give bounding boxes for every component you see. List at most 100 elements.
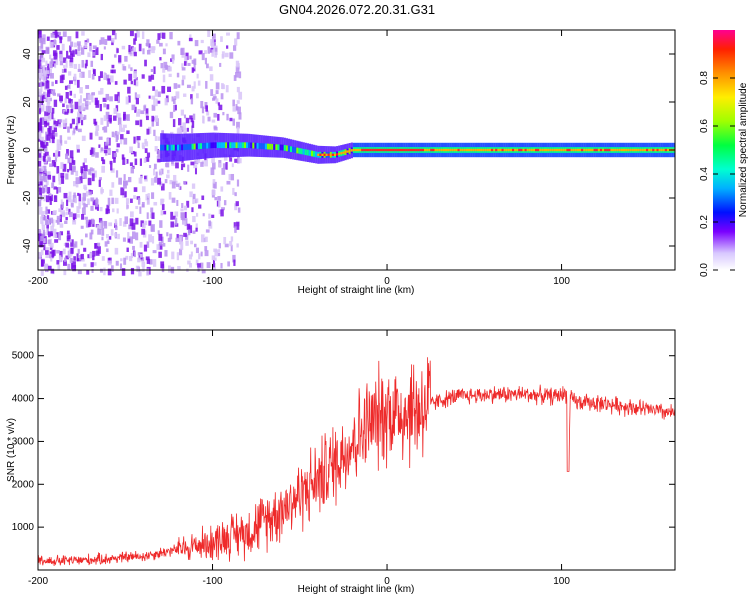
spectrogram-cell — [39, 118, 43, 126]
spectrogram-cell — [45, 253, 50, 259]
spectrogram-cell — [153, 163, 157, 170]
spectrogram-cell — [51, 219, 55, 227]
spectrogram-cell — [204, 236, 208, 243]
spectrogram-cell — [175, 183, 180, 187]
spectrogram-cell — [42, 104, 45, 110]
spectrogram-cell — [202, 143, 205, 149]
spectrogram-cell — [137, 142, 140, 149]
spectrogram-cell — [128, 64, 131, 69]
spectrogram-cell — [41, 118, 44, 125]
spectrogram-cell — [47, 97, 51, 105]
spectrogram-cell — [214, 47, 218, 56]
spectrogram-cell — [55, 120, 58, 127]
spectrogram-cell — [388, 148, 391, 152]
spectrogram-cell — [181, 63, 184, 68]
spectrogram-cell — [191, 86, 195, 92]
spectrogram-cell — [183, 144, 186, 151]
spectrogram-cell — [290, 146, 293, 153]
spectrogram-cell — [185, 240, 189, 246]
spectrogram-cell — [196, 93, 199, 99]
spectrogram-cell — [195, 223, 198, 230]
spectrogram-cell — [72, 217, 76, 222]
spectrogram-cell — [58, 180, 62, 185]
spectrogram-cell — [285, 145, 289, 152]
spectrogram-cell — [151, 95, 156, 100]
spectrogram-cell — [63, 65, 66, 69]
spectrogram-cell — [171, 162, 175, 167]
spectrogram-cell — [99, 206, 103, 212]
spectrogram-cell — [234, 192, 237, 197]
spectrogram-cell — [294, 147, 297, 153]
spectrogram-cell — [194, 40, 199, 47]
spectrogram-cell — [549, 148, 552, 152]
spectrogram-cell — [41, 69, 46, 75]
spectrogram-cell — [56, 144, 60, 152]
spectrogram-cell — [298, 148, 301, 154]
spectrogram-cell — [369, 148, 372, 152]
spectrogram-cell — [102, 97, 107, 102]
spectrogram-cell — [48, 193, 52, 201]
spectrogram-cell — [111, 182, 115, 188]
spectrogram-cell — [55, 32, 60, 37]
spectrogram-cell — [130, 167, 134, 174]
spectrogram-cell — [47, 215, 50, 220]
spectrogram-cell — [236, 222, 240, 230]
spectrogram-cell — [55, 80, 58, 84]
spectrogram-cell — [417, 148, 420, 152]
spectrogram-cell — [198, 204, 202, 209]
spectrogram-cell — [115, 170, 119, 178]
spectrogram-cell — [83, 203, 86, 209]
spectrogram-cell — [76, 149, 80, 153]
y-tick-label: 0 — [22, 147, 33, 153]
spectrogram-cell — [78, 105, 82, 112]
spectrogram-cell — [631, 148, 634, 152]
spectrogram-cell — [55, 150, 58, 155]
spectrogram-cell — [84, 100, 89, 107]
spectrogram-cell — [192, 67, 196, 72]
spectrogram-cell — [296, 147, 299, 154]
spectrogram-cell — [191, 125, 194, 134]
spectrogram-cell — [61, 201, 64, 209]
y-tick-label: 2000 — [12, 479, 35, 490]
spectrogram-cell — [235, 66, 240, 74]
spectrogram-cell — [62, 248, 66, 255]
spectrogram-cell — [394, 148, 397, 152]
spectrogram-cell — [167, 86, 172, 93]
spectrogram-cell — [230, 236, 234, 242]
spectrogram-cell — [181, 67, 186, 71]
spectrogram-cell — [103, 72, 106, 77]
spectrogram-cell — [197, 80, 201, 86]
spectrogram-cell — [83, 165, 88, 172]
spectrogram-cell — [509, 148, 513, 152]
spectrogram-cell — [80, 47, 85, 55]
spectrogram-cell — [54, 57, 57, 65]
spectrogram-cell — [172, 58, 175, 64]
spectrogram-cell — [201, 53, 205, 61]
spectrogram-cell — [135, 120, 140, 126]
spectrogram-cell — [154, 176, 157, 183]
spectrogram-cell — [109, 189, 113, 196]
spectrogram-cell — [125, 96, 129, 105]
spectrogram-cell — [175, 91, 180, 99]
spectrogram-cell — [386, 148, 389, 152]
spectrogram-cell — [419, 148, 423, 152]
spectrogram-cell — [424, 148, 427, 152]
spectrogram-cell — [168, 192, 172, 200]
spectrogram-cell — [191, 183, 196, 189]
spectrogram-cell — [63, 269, 67, 276]
spectrogram-cell — [125, 255, 129, 260]
spectrogram-cell — [229, 142, 232, 149]
spectrogram-cell — [128, 224, 132, 230]
spectrogram-cell — [65, 242, 69, 248]
spectrogram-cell — [91, 95, 94, 103]
spectrogram-cell — [476, 148, 479, 152]
spectrogram-cell — [146, 199, 150, 205]
spectrogram-cell — [236, 127, 240, 135]
spectrogram-cell — [51, 249, 55, 258]
spectrogram-cell — [78, 202, 81, 209]
spectrogram-cell — [126, 114, 130, 121]
spectrogram-cell — [146, 258, 151, 264]
spectrogram-cell — [45, 247, 50, 253]
spectrogram-cell — [134, 33, 137, 41]
spectrogram-cell — [45, 206, 48, 215]
